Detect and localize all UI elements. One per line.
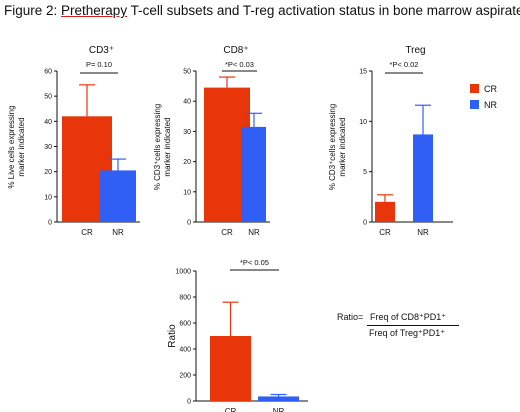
chart3-y-tick-label: 10	[359, 119, 367, 126]
chart1-category-label-nr: NR	[112, 228, 124, 237]
chart4-category-label-nr: NR	[273, 407, 285, 412]
chart4-bar-nr	[258, 396, 299, 401]
chart3-y-label-line2: marker indicated	[338, 117, 347, 176]
figure-title-underlined: Pretherapy	[61, 3, 128, 18]
legend-label-cr: CR	[484, 84, 497, 94]
chart3-bar-nr	[413, 134, 433, 222]
chart1-y-label-line1: % Live cells expressing	[7, 105, 16, 188]
chart2-y-tick-label: 10	[183, 189, 191, 196]
legend-swatch-nr	[470, 100, 479, 109]
chart3-y-tick-label: 15	[359, 69, 367, 76]
chart1-bar-nr	[100, 170, 136, 222]
chart3-p-value-annotation: *P< 0.02	[390, 60, 419, 69]
chart4-y-tick-label: 600	[179, 321, 191, 328]
ratio-formula-numerator: Freq of CD8⁺PD1⁺	[370, 312, 447, 322]
chart3-category-label-nr: NR	[417, 228, 429, 237]
chart2-y-tick-label: 20	[183, 159, 191, 166]
chart1-y-tick-label: 20	[44, 169, 52, 176]
chart4-y-tick-label: 400	[179, 347, 191, 354]
chart1-category-label-cr: CR	[81, 228, 93, 237]
chart1-p-value-annotation: P= 0.10	[86, 60, 112, 69]
chart1-y-label-line2: marker indicated	[17, 117, 26, 176]
ratio-formula-line	[367, 325, 459, 326]
chart2-category-label-nr: NR	[248, 228, 260, 237]
chart2-y-tick-label: 40	[183, 99, 191, 106]
figure-title: Figure 2: Pretherapy T-cell subsets and …	[4, 3, 520, 18]
chart3-y-tick-label: 0	[363, 220, 367, 227]
chart3-category-label-cr: CR	[379, 228, 391, 237]
chart4-y-tick-label: 1000	[175, 269, 191, 276]
figure-title-prefix: Figure 2:	[4, 3, 62, 18]
figure-title-rest: T-cell subsets and T-reg activation stat…	[127, 3, 520, 18]
ratio-formula-label: Ratio=	[337, 312, 364, 322]
chart4-y-tick-label: 800	[179, 295, 191, 302]
chart1-y-tick-label: 50	[44, 94, 52, 101]
chart3-y-tick-label: 5	[363, 169, 367, 176]
chart3-y-label-line1: % CD3⁺cells expressing	[328, 104, 337, 190]
chart4-category-label-cr: CR	[225, 407, 237, 412]
chart1-y-tick-label: 10	[44, 194, 52, 201]
chart4-y-tick-label: 200	[179, 373, 191, 380]
ratio-formula-denominator: Freq of Treg⁺PD1⁺	[369, 328, 446, 338]
chart2-y-label-line2: marker indicated	[163, 117, 172, 176]
legend-label-nr: NR	[484, 100, 497, 110]
chart1-y-tick-label: 40	[44, 119, 52, 126]
chart2-y-tick-label: 30	[183, 129, 191, 136]
chart2-y-tick-label: 0	[187, 220, 191, 227]
chart4-bar-cr	[210, 336, 251, 401]
chart1-title: CD3⁺	[89, 45, 114, 56]
chart3-bar-cr	[375, 201, 395, 222]
chart4-p-value-annotation: *P< 0.05	[240, 258, 269, 267]
chart2-bar-nr	[242, 126, 266, 222]
chart4-y-tick-label: 0	[187, 399, 191, 406]
chart1-y-tick-label: 60	[44, 69, 52, 76]
chart2-y-label-line1: % CD3⁺cells expressing	[153, 104, 162, 190]
chart2-title: CD8⁺	[223, 45, 248, 56]
chart3-title: Treg	[405, 45, 425, 56]
chart2-p-value-annotation: *P< 0.03	[225, 60, 254, 69]
chart2-category-label-cr: CR	[221, 228, 233, 237]
legend-swatch-cr	[470, 84, 479, 93]
chart2-y-tick-label: 50	[183, 69, 191, 76]
chart4-y-label: Ratio	[167, 324, 178, 348]
chart1-y-tick-label: 30	[44, 144, 52, 151]
chart1-y-tick-label: 0	[48, 220, 52, 227]
